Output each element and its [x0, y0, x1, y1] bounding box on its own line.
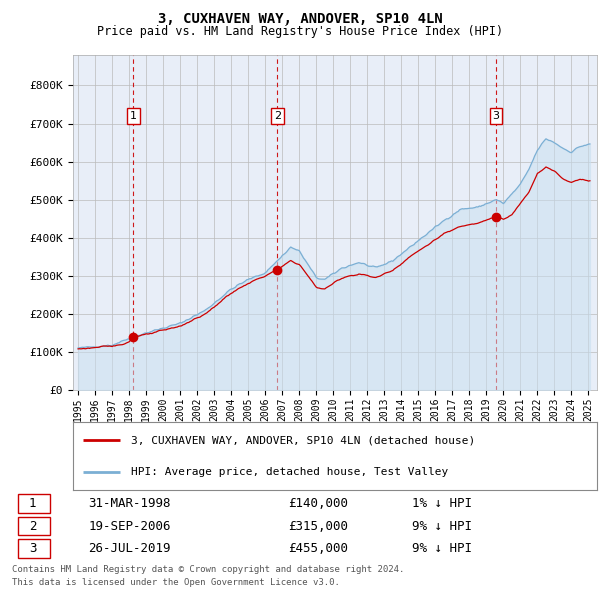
Text: 9% ↓ HPI: 9% ↓ HPI: [412, 542, 472, 555]
Text: 2: 2: [29, 520, 37, 533]
Text: Contains HM Land Registry data © Crown copyright and database right 2024.: Contains HM Land Registry data © Crown c…: [12, 565, 404, 574]
Text: 3: 3: [493, 111, 499, 121]
Text: 2: 2: [274, 111, 281, 121]
Text: Price paid vs. HM Land Registry's House Price Index (HPI): Price paid vs. HM Land Registry's House …: [97, 25, 503, 38]
Text: 1% ↓ HPI: 1% ↓ HPI: [412, 497, 472, 510]
Text: £455,000: £455,000: [289, 542, 349, 555]
Text: HPI: Average price, detached house, Test Valley: HPI: Average price, detached house, Test…: [131, 467, 448, 477]
FancyBboxPatch shape: [18, 539, 50, 558]
Text: 31-MAR-1998: 31-MAR-1998: [88, 497, 171, 510]
Text: 3, CUXHAVEN WAY, ANDOVER, SP10 4LN: 3, CUXHAVEN WAY, ANDOVER, SP10 4LN: [158, 12, 442, 26]
Text: £140,000: £140,000: [289, 497, 349, 510]
Text: 3: 3: [29, 542, 37, 555]
Text: 19-SEP-2006: 19-SEP-2006: [88, 520, 171, 533]
FancyBboxPatch shape: [18, 494, 50, 513]
Text: 3, CUXHAVEN WAY, ANDOVER, SP10 4LN (detached house): 3, CUXHAVEN WAY, ANDOVER, SP10 4LN (deta…: [131, 435, 475, 445]
Text: 1: 1: [29, 497, 37, 510]
Text: 9% ↓ HPI: 9% ↓ HPI: [412, 520, 472, 533]
FancyBboxPatch shape: [18, 517, 50, 535]
Text: 26-JUL-2019: 26-JUL-2019: [88, 542, 171, 555]
Text: £315,000: £315,000: [289, 520, 349, 533]
Text: 1: 1: [130, 111, 137, 121]
Text: This data is licensed under the Open Government Licence v3.0.: This data is licensed under the Open Gov…: [12, 578, 340, 587]
